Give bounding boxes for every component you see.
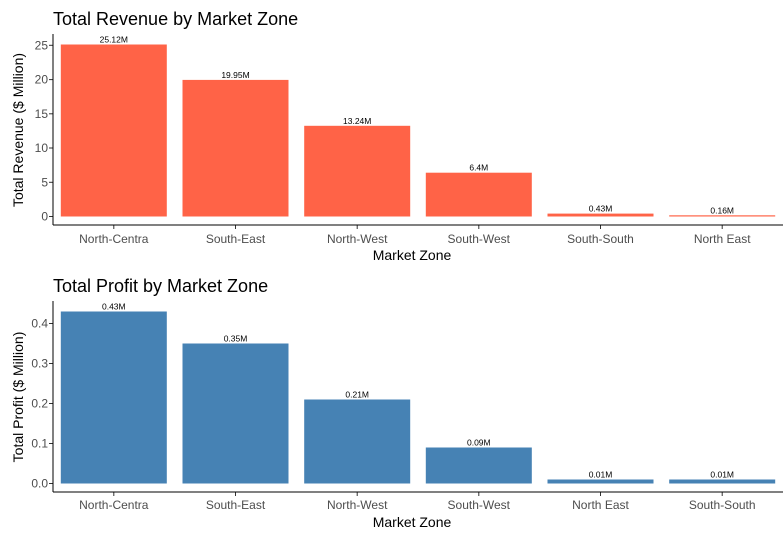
x-tick-label: South-West — [448, 232, 511, 246]
bar-north-east — [669, 215, 776, 217]
data-label: 19.95M — [221, 70, 249, 80]
data-label: 6.4M — [469, 163, 488, 173]
bar-north-centra — [60, 311, 167, 484]
bar-south-east — [182, 79, 289, 217]
bar-north-centra — [60, 44, 167, 217]
y-tick-label: 5 — [41, 175, 48, 189]
y-axis-title: Total Profit ($ Million) — [10, 332, 26, 463]
y-ticks-group: 0 5 10 15 20 25 — [35, 38, 53, 224]
y-tick-label: 0.2 — [31, 397, 48, 411]
bars-group — [60, 311, 776, 484]
data-labels-group: 25.12M 19.95M 13.24M 6.4M 0.43M 0.16M — [100, 35, 734, 216]
x-tick-label: South-East — [206, 232, 266, 246]
x-tick-label: South-East — [206, 498, 266, 512]
data-label: 0.01M — [710, 470, 734, 480]
x-tick-label: South-West — [448, 498, 511, 512]
y-tick-label: 0.4 — [31, 317, 48, 331]
data-label: 0.16M — [710, 205, 734, 215]
data-label: 13.24M — [343, 116, 371, 126]
bar-south-west — [425, 447, 532, 484]
y-tick-label: 0.3 — [31, 357, 48, 371]
y-tick-label: 20 — [35, 73, 49, 87]
bars-group — [60, 44, 776, 217]
y-axis-title: Total Revenue ($ Million) — [10, 53, 26, 207]
x-tick-label: North-West — [327, 498, 388, 512]
data-label: 0.43M — [589, 204, 613, 214]
x-tick-label: North-West — [327, 232, 388, 246]
profit-chart: Total Profit by Market Zone Market Zone … — [10, 276, 783, 530]
y-tick-label: 25 — [35, 38, 49, 52]
bar-south-south — [669, 479, 776, 484]
bar-north-west — [304, 125, 411, 217]
data-label: 0.09M — [467, 438, 491, 448]
bar-north-west — [304, 399, 411, 484]
data-labels-group: 0.43M 0.35M 0.21M 0.09M 0.01M 0.01M — [102, 302, 734, 480]
x-ticks-group: North-Centra South-East North-West South-We… — [79, 225, 751, 246]
bar-south-east — [182, 343, 289, 484]
x-ticks-group: North-Centra South-East North-West South-We… — [79, 492, 756, 512]
data-label: 0.21M — [345, 390, 369, 400]
x-tick-label: South-South — [567, 232, 634, 246]
x-tick-label: North-Centra — [79, 232, 149, 246]
data-label: 0.01M — [589, 470, 613, 480]
x-tick-label: North East — [572, 498, 629, 512]
chart-title: Total Revenue by Market Zone — [53, 9, 298, 29]
y-ticks-group: 0.0 0.1 0.2 0.3 0.4 — [31, 317, 53, 491]
x-tick-label: North-Centra — [79, 498, 149, 512]
bar-south-west — [425, 172, 532, 217]
data-label: 0.43M — [102, 302, 126, 312]
data-label: 25.12M — [100, 35, 128, 45]
y-tick-label: 0.0 — [31, 477, 48, 491]
x-axis-title: Market Zone — [373, 247, 452, 263]
y-tick-label: 0.1 — [31, 437, 48, 451]
y-tick-label: 15 — [35, 107, 49, 121]
y-tick-label: 0 — [41, 210, 48, 224]
bar-north-east — [547, 479, 654, 484]
chart-title: Total Profit by Market Zone — [53, 276, 268, 296]
revenue-chart: Total Revenue by Market Zone Market Zone… — [10, 9, 783, 263]
x-axis-title: Market Zone — [373, 514, 452, 530]
x-tick-label: North East — [694, 232, 751, 246]
x-tick-label: South-South — [689, 498, 756, 512]
bar-south-south — [547, 213, 654, 217]
y-tick-label: 10 — [35, 141, 49, 155]
data-label: 0.35M — [224, 334, 248, 344]
